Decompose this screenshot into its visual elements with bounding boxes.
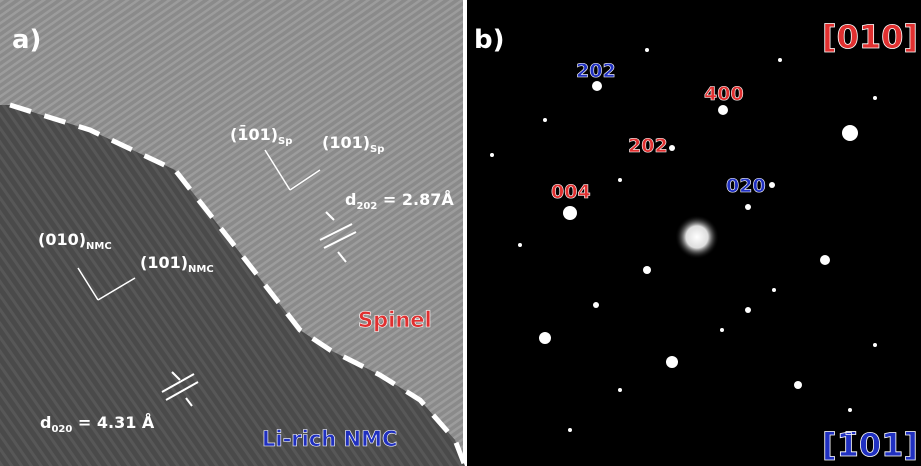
text-part: 202: [356, 201, 377, 212]
text-part: = 4.31 Å: [72, 413, 155, 432]
spot-label: 202: [576, 60, 616, 82]
text-part: d: [40, 413, 51, 432]
zone-axis: [1̄01]: [822, 426, 918, 464]
region-label: Spinel: [358, 308, 432, 332]
text-part: NMC: [86, 241, 112, 252]
text-part: 020: [51, 424, 72, 435]
panel-b: b) [010] [1̄01] 202 400 202 004 020: [467, 0, 921, 466]
spot-label: 020: [726, 175, 766, 197]
region-label: Li-rich NMC: [262, 427, 397, 451]
spot-label: 202: [628, 135, 668, 157]
spot-label: 400: [704, 83, 744, 105]
text-part: Sp: [278, 136, 292, 147]
panel-a: a) (1̄01)Sp (101)Sp d202 = 2.87Å (010)NM…: [0, 0, 465, 466]
panel-label: b): [474, 25, 505, 55]
figure: a) (1̄01)Sp (101)Sp d202 = 2.87Å (010)NM…: [0, 0, 921, 466]
text-part: (101): [140, 253, 188, 272]
text-part: Sp: [370, 144, 384, 155]
text-part: (101): [322, 133, 370, 152]
text-part: = 2.87Å: [377, 190, 454, 209]
zone-axis: [010]: [822, 18, 918, 56]
spot-label: 004: [551, 181, 591, 203]
text-part: NMC: [188, 264, 214, 275]
text-part: (010): [38, 230, 86, 249]
panel-label: a): [12, 25, 41, 55]
text-part: (1̄01): [230, 124, 278, 144]
text-part: d: [345, 190, 356, 209]
